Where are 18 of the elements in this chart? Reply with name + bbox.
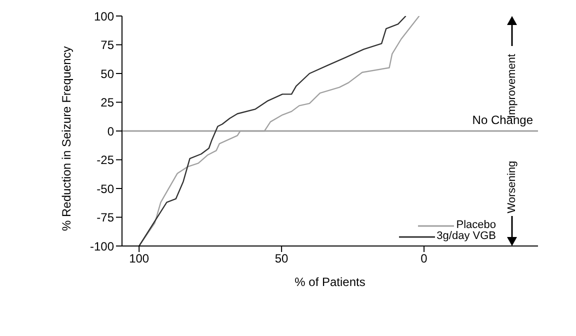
- x-axis-title: % of Patients: [294, 275, 366, 289]
- annotation: Worsening: [506, 160, 518, 216]
- legend-label: 3g/day VGB: [436, 230, 496, 242]
- y-tick-label: 50: [100, 66, 114, 81]
- legend-label: Placebo: [456, 219, 496, 231]
- y-tick-label: -25: [96, 153, 114, 168]
- y-tick-label: -100: [90, 239, 114, 254]
- x-tick-label: 0: [420, 252, 428, 266]
- x-tick-label: 50: [274, 252, 289, 266]
- y-axis-title: % Reduction in Seizure Frequency: [59, 46, 74, 231]
- annotation: Improvement: [506, 53, 518, 118]
- y-tick-label: 25: [100, 96, 114, 110]
- y-tick-label: 100: [94, 9, 114, 24]
- y-tick-label: -75: [96, 210, 114, 225]
- y-tick-label: -50: [96, 182, 114, 196]
- y-tick-label: 75: [100, 38, 114, 52]
- y-tick-label: 0: [107, 124, 114, 138]
- x-tick-label: 100: [129, 252, 150, 266]
